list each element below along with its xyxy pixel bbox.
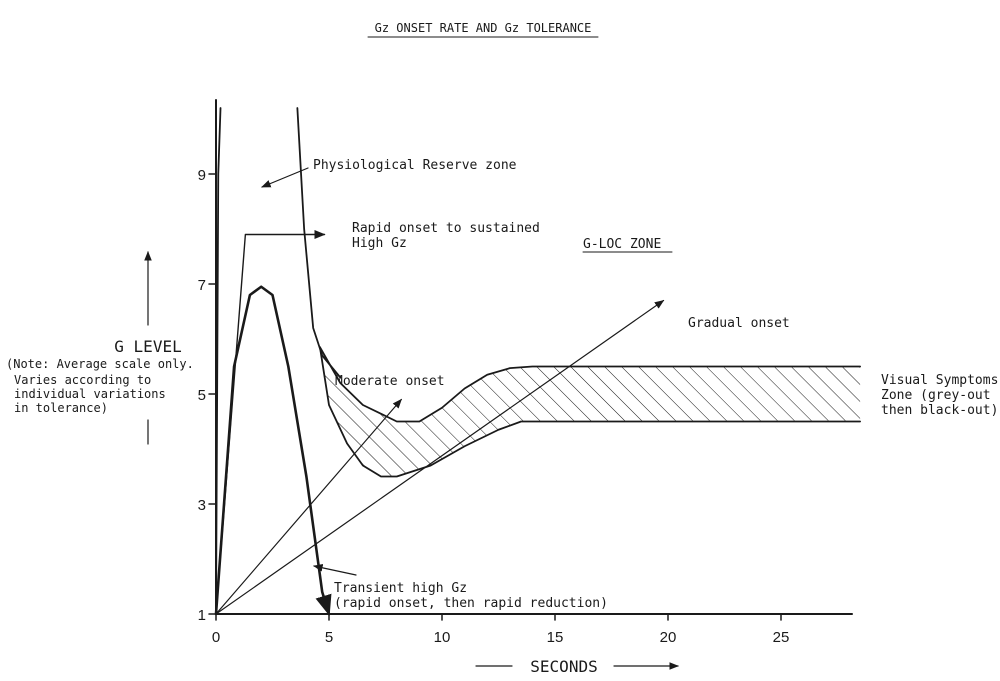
y-tick-label: 7 xyxy=(198,277,206,294)
band-layer xyxy=(319,346,861,478)
x-axis-label-group: SECONDS xyxy=(475,657,679,676)
diagram-title: Gz ONSET RATE AND Gz TOLERANCE xyxy=(375,21,592,35)
reserve-left-boundary xyxy=(215,107,222,615)
x-tick-label: 25 xyxy=(773,629,790,646)
physiological-reserve-label: Physiological Reserve zone xyxy=(313,158,517,173)
y-tick-label: 9 xyxy=(198,167,206,184)
x-tick-label: 0 xyxy=(212,629,220,646)
annotations: Physiological Reserve zone Rapid onset t… xyxy=(261,158,998,611)
moderate-onset-label: Moderate onset xyxy=(335,374,445,389)
y-axis-note-line1: (Note: Average scale only. xyxy=(6,357,194,371)
x-tick-label: 5 xyxy=(325,629,333,646)
y-axis-note-line3: individual variations xyxy=(14,387,166,401)
physiological-reserve-arrow xyxy=(261,167,309,188)
transient-label-2: (rapid onset, then rapid reduction) xyxy=(334,596,608,611)
gradual-onset-label: Gradual onset xyxy=(688,316,790,331)
transient-label-1: Transient high Gz xyxy=(334,581,467,596)
x-tick-label: 20 xyxy=(660,629,677,646)
y-axis-note-line2: Varies according to xyxy=(14,373,151,387)
y-tick-label: 1 xyxy=(198,607,206,624)
visual-symptoms-label-2: Zone (grey-out xyxy=(881,388,991,403)
transient-arrow xyxy=(313,564,357,576)
visual-symptoms-label-3: then black-out) xyxy=(881,403,998,418)
gloc-zone-label: G-LOC ZONE xyxy=(583,237,661,252)
visual-symptoms-band xyxy=(319,347,861,477)
rapid-onset-curve xyxy=(215,230,326,615)
rapid-onset-label-2: High Gz xyxy=(352,236,407,251)
y-axis-label-group: G LEVEL (Note: Average scale only. Varie… xyxy=(6,251,194,445)
y-tick-label: 3 xyxy=(198,497,206,514)
y-tick-label: 5 xyxy=(198,387,206,404)
series-layer xyxy=(214,107,665,616)
x-axis-label: SECONDS xyxy=(530,657,597,676)
gradual-onset-line xyxy=(215,299,665,615)
band-upper-edge xyxy=(319,346,861,423)
rapid-onset-label-1: Rapid onset to sustained xyxy=(352,221,540,236)
x-tick-label: 15 xyxy=(547,629,564,646)
y-axis-label: G LEVEL xyxy=(114,337,181,356)
x-tick-label: 10 xyxy=(434,629,451,646)
transient-curve xyxy=(214,285,332,616)
reserve-boundary-curve xyxy=(296,107,342,379)
visual-symptoms-label-1: Visual Symptoms xyxy=(881,373,998,388)
y-axis-note-line4: in tolerance) xyxy=(14,401,108,415)
tick-layer: 1 3 5 7 9 0 5 10 15 20 25 xyxy=(198,167,790,646)
band-lower-edge xyxy=(319,346,861,478)
moderate-onset-line xyxy=(215,398,402,615)
